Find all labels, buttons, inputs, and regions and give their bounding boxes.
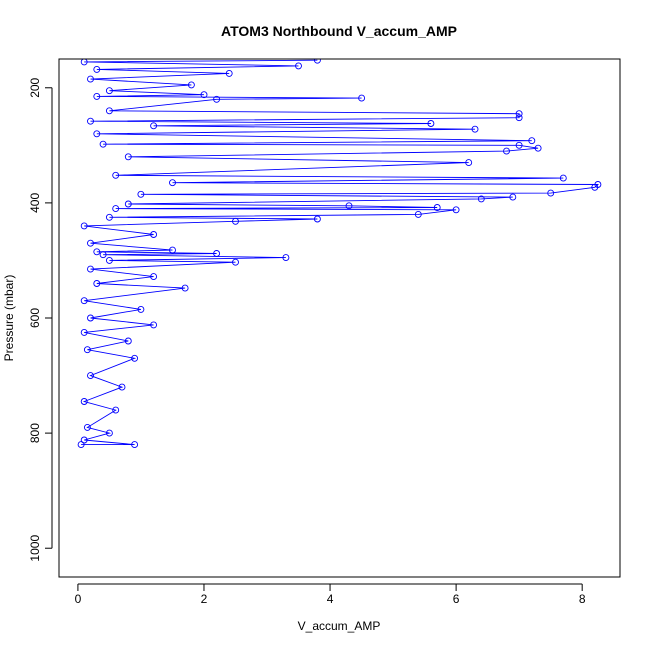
data-point bbox=[559, 174, 567, 182]
x-tick-label: 8 bbox=[579, 592, 586, 606]
data-point bbox=[547, 189, 555, 197]
y-axis: 200 400 600 800 1000 bbox=[28, 77, 53, 562]
data-point bbox=[452, 206, 460, 214]
data-point bbox=[427, 120, 435, 127]
data-point bbox=[358, 94, 366, 102]
data-point bbox=[80, 222, 88, 230]
data-point bbox=[150, 273, 158, 281]
data-point bbox=[80, 398, 88, 405]
data-point bbox=[99, 140, 107, 148]
data-point bbox=[118, 383, 126, 391]
chart-title: ATOM3 Northbound V_accum_AMP bbox=[221, 23, 457, 39]
data-point bbox=[87, 75, 94, 83]
data-point bbox=[80, 297, 88, 305]
data-point bbox=[87, 117, 94, 125]
data-point bbox=[112, 406, 120, 414]
data-point bbox=[465, 159, 473, 167]
data-point bbox=[93, 280, 101, 287]
data-point bbox=[515, 114, 523, 122]
data-point bbox=[150, 231, 158, 238]
data-point bbox=[515, 110, 523, 118]
data-point bbox=[93, 130, 101, 138]
data-point bbox=[169, 179, 176, 187]
data-point bbox=[534, 144, 542, 152]
data-point bbox=[150, 321, 158, 329]
data-point bbox=[295, 62, 302, 70]
data-point bbox=[87, 239, 94, 247]
data-point bbox=[282, 254, 290, 262]
data-point bbox=[124, 153, 132, 161]
data-point bbox=[187, 81, 195, 89]
data-point bbox=[232, 217, 239, 225]
data-point bbox=[213, 95, 221, 103]
data-point bbox=[87, 265, 94, 273]
series-line bbox=[81, 59, 600, 446]
y-tick-label: 800 bbox=[28, 423, 42, 443]
data-point bbox=[124, 200, 132, 208]
data-point bbox=[213, 250, 221, 257]
y-tick-label: 1000 bbox=[28, 535, 42, 562]
data-point bbox=[594, 181, 602, 188]
data-point bbox=[80, 59, 88, 66]
data-point bbox=[433, 204, 441, 211]
data-point bbox=[345, 202, 353, 210]
data-point bbox=[528, 137, 536, 145]
x-tick-label: 0 bbox=[75, 592, 82, 606]
data-point bbox=[77, 441, 85, 449]
y-tick-label: 200 bbox=[28, 77, 42, 97]
data-point bbox=[477, 195, 485, 203]
data-point bbox=[87, 372, 94, 380]
data-point bbox=[232, 258, 239, 266]
data-point bbox=[105, 213, 113, 221]
data-point bbox=[181, 284, 189, 292]
data-point bbox=[112, 171, 120, 179]
x-tick-label: 6 bbox=[453, 592, 460, 606]
data-point bbox=[99, 251, 107, 259]
series-marks bbox=[77, 59, 602, 449]
data-point bbox=[93, 248, 101, 256]
data-point bbox=[313, 215, 321, 223]
data-point bbox=[200, 91, 208, 99]
data-point bbox=[515, 141, 523, 149]
x-axis-label: V_accum_AMP bbox=[298, 619, 381, 633]
x-tick-label: 4 bbox=[327, 592, 334, 606]
data-point bbox=[80, 436, 88, 444]
data-point bbox=[137, 190, 145, 198]
data-point bbox=[137, 305, 145, 313]
x-axis: 0 2 4 6 8 bbox=[75, 583, 586, 606]
data-point bbox=[150, 122, 158, 130]
data-point bbox=[87, 314, 94, 322]
data-point bbox=[169, 246, 176, 254]
data-point bbox=[131, 441, 139, 449]
y-tick-label: 600 bbox=[28, 308, 42, 328]
data-point bbox=[105, 107, 113, 115]
data-point bbox=[471, 125, 479, 133]
data-point bbox=[83, 423, 91, 431]
data-point bbox=[93, 65, 101, 73]
y-axis-label: Pressure (mbar) bbox=[2, 275, 16, 362]
data-point bbox=[83, 346, 91, 354]
data-point bbox=[509, 193, 517, 201]
data-point bbox=[112, 205, 120, 213]
data-point bbox=[105, 256, 113, 264]
data-point bbox=[105, 87, 113, 95]
x-tick-label: 2 bbox=[201, 592, 208, 606]
data-point bbox=[93, 92, 101, 100]
y-tick-label: 400 bbox=[28, 193, 42, 213]
data-point bbox=[414, 210, 422, 218]
data-point bbox=[105, 429, 113, 437]
data-point bbox=[124, 337, 132, 345]
data-point bbox=[503, 147, 510, 155]
data-point bbox=[131, 354, 139, 362]
plot-frame bbox=[58, 58, 621, 578]
data-point bbox=[313, 59, 321, 64]
data-point bbox=[225, 69, 233, 77]
data-point bbox=[80, 328, 88, 336]
